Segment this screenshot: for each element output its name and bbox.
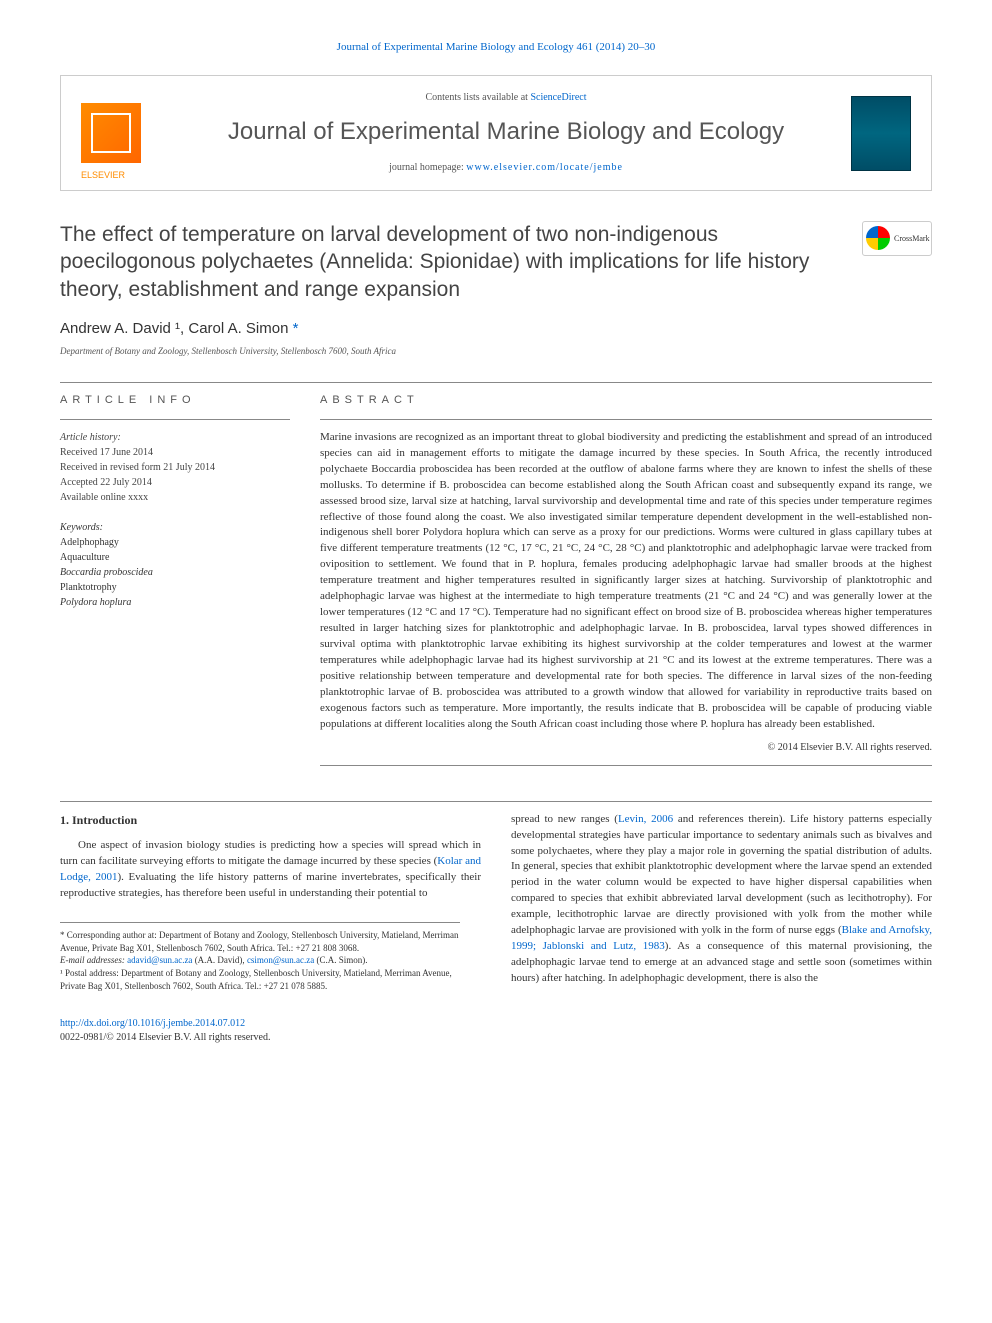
abstract-text: Marine invasions are recognized as an im… (320, 430, 932, 733)
footnotes: * Corresponding author at: Department of… (60, 922, 460, 992)
abstract-copyright: © 2014 Elsevier B.V. All rights reserved… (320, 741, 932, 755)
doi-link[interactable]: http://dx.doi.org/10.1016/j.jembe.2014.0… (60, 1018, 245, 1029)
affiliation: Department of Botany and Zoology, Stelle… (60, 345, 932, 358)
footer: http://dx.doi.org/10.1016/j.jembe.2014.0… (60, 1017, 932, 1045)
authors: Andrew A. David ¹, Carol A. Simon * (60, 318, 932, 339)
citation-link[interactable]: Levin, 2006 (618, 813, 673, 825)
citation-link[interactable]: Journal of Experimental Marine Biology a… (337, 41, 656, 53)
article-history: Article history: Received 17 June 2014 R… (60, 430, 290, 505)
crossmark-icon (866, 226, 890, 250)
journal-cover-thumbnail (851, 96, 911, 171)
crossmark-badge[interactable]: CrossMark (862, 221, 932, 256)
divider (60, 382, 932, 383)
journal-title: Journal of Experimental Marine Biology a… (161, 115, 851, 149)
contents-line: Contents lists available at ScienceDirec… (161, 91, 851, 105)
journal-homepage: journal homepage: www.elsevier.com/locat… (161, 161, 851, 175)
journal-header: ELSEVIER Contents lists available at Sci… (60, 75, 932, 191)
article-title: The effect of temperature on larval deve… (60, 221, 847, 303)
keywords-block: Keywords: Adelphophagy Aquaculture Bocca… (60, 520, 290, 610)
elsevier-logo: ELSEVIER (81, 103, 161, 163)
article-info-header: ARTICLE INFO (60, 393, 290, 408)
intro-paragraph-left: One aspect of invasion biology studies i… (60, 838, 481, 902)
email-link[interactable]: csimon@sun.ac.za (247, 955, 314, 965)
intro-paragraph-right: spread to new ranges (Levin, 2006 and re… (511, 812, 932, 987)
intro-heading: 1. Introduction (60, 812, 481, 829)
citation-header: Journal of Experimental Marine Biology a… (60, 40, 932, 55)
email-link[interactable]: adavid@sun.ac.za (127, 955, 192, 965)
abstract-header: ABSTRACT (320, 393, 932, 408)
sciencedirect-link[interactable]: ScienceDirect (530, 92, 586, 103)
homepage-link[interactable]: www.elsevier.com/locate/jembe (466, 162, 623, 173)
